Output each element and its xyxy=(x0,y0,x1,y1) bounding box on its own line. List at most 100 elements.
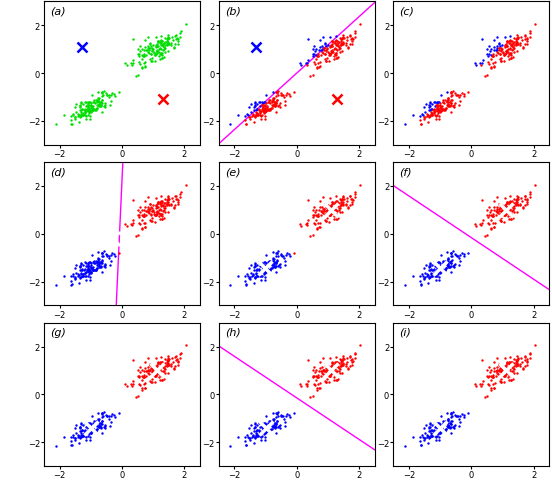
Point xyxy=(248,111,257,119)
Point xyxy=(433,266,442,274)
Point xyxy=(312,64,321,72)
Point xyxy=(103,252,112,260)
Point xyxy=(250,279,258,287)
Point xyxy=(320,45,328,53)
Point xyxy=(262,428,270,436)
Point xyxy=(484,380,493,388)
Point xyxy=(335,44,343,52)
Point xyxy=(522,201,531,209)
Point xyxy=(81,112,90,120)
Point xyxy=(431,108,439,116)
Point xyxy=(97,100,106,107)
Point xyxy=(173,196,182,203)
Point xyxy=(434,267,443,275)
Point xyxy=(146,40,155,48)
Point xyxy=(335,49,344,57)
Point xyxy=(75,267,84,275)
Point xyxy=(144,210,153,218)
Point xyxy=(490,38,498,45)
Point xyxy=(417,431,426,439)
Point xyxy=(426,429,435,437)
Point xyxy=(259,426,268,433)
Point xyxy=(317,212,326,220)
Point xyxy=(164,41,173,48)
Point xyxy=(263,106,272,114)
Point xyxy=(73,112,82,120)
Point xyxy=(270,102,279,110)
Point xyxy=(512,36,521,43)
Point xyxy=(168,34,177,42)
Point xyxy=(75,119,83,127)
Point xyxy=(512,199,521,206)
Point xyxy=(260,99,269,106)
Point xyxy=(273,413,282,421)
Point xyxy=(163,201,172,209)
Point xyxy=(476,221,485,228)
Point xyxy=(161,363,169,370)
Point xyxy=(344,365,353,372)
Point xyxy=(153,47,162,55)
Point xyxy=(67,281,76,289)
Point xyxy=(266,426,275,434)
Point xyxy=(416,281,425,289)
Point xyxy=(71,434,79,442)
Point xyxy=(276,250,285,258)
Point xyxy=(263,259,272,266)
Point xyxy=(169,366,178,373)
Point xyxy=(94,416,103,424)
Point xyxy=(135,43,144,51)
Point xyxy=(425,263,434,270)
Point xyxy=(261,260,270,267)
Point xyxy=(519,365,528,372)
Point xyxy=(504,206,513,214)
Point xyxy=(435,427,444,435)
Text: (g): (g) xyxy=(50,327,66,337)
Point xyxy=(256,432,264,440)
Point xyxy=(484,51,493,59)
Point xyxy=(272,413,281,421)
Point xyxy=(255,419,264,427)
Point xyxy=(506,370,515,378)
Point xyxy=(445,103,454,111)
Point xyxy=(86,424,95,431)
Point xyxy=(484,220,493,227)
Point xyxy=(517,195,526,203)
Point xyxy=(263,264,272,271)
Point xyxy=(261,107,269,115)
Point xyxy=(440,420,449,428)
Point xyxy=(67,121,76,129)
Point xyxy=(137,224,146,232)
Point xyxy=(153,369,162,377)
Point xyxy=(512,201,521,209)
Point xyxy=(316,368,325,376)
Point xyxy=(331,206,340,214)
Point xyxy=(447,249,455,257)
Point xyxy=(505,359,514,366)
Point xyxy=(505,38,514,46)
Point xyxy=(437,412,445,420)
Point xyxy=(269,102,278,109)
Point xyxy=(442,98,451,106)
Point xyxy=(348,359,357,366)
Point xyxy=(487,373,496,381)
Point xyxy=(484,212,493,220)
Point xyxy=(491,212,500,220)
Point xyxy=(70,434,79,442)
Point xyxy=(138,53,147,61)
Point xyxy=(326,362,335,370)
Point xyxy=(420,264,428,272)
Point xyxy=(518,205,527,213)
Point xyxy=(123,383,131,390)
Point xyxy=(443,424,452,431)
Point xyxy=(85,110,94,118)
Point xyxy=(151,212,160,220)
Point xyxy=(336,203,344,210)
Point xyxy=(87,108,96,116)
Point xyxy=(430,109,439,117)
Point xyxy=(272,100,280,107)
Point xyxy=(431,99,439,107)
Point xyxy=(502,41,511,48)
Point xyxy=(137,366,146,374)
Point xyxy=(315,224,324,231)
Point xyxy=(155,53,163,61)
